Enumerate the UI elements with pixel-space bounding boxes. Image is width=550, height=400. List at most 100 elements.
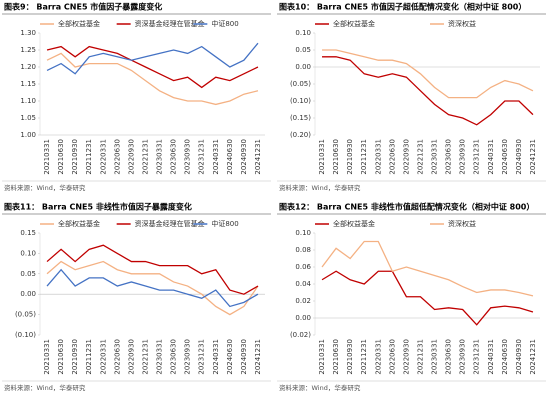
x-tick-label: 20231231 (473, 339, 481, 375)
x-tick-label: 20230630 (170, 139, 178, 175)
x-tick-label: 20211231 (85, 139, 93, 175)
x-tick-label: 20240331 (212, 339, 220, 375)
x-tick-label: 20241231 (254, 339, 262, 375)
chart-title: 图表11： Barra CNE5 非线性市值因子暴露度变化 (4, 202, 192, 212)
x-tick-label: 20240930 (515, 139, 523, 175)
x-tick-label: 20210331 (318, 139, 326, 175)
y-tick-label: 0.04 (295, 280, 311, 288)
x-tick-label: 20231231 (198, 139, 206, 175)
x-tick-label: 20230630 (445, 339, 453, 375)
x-tick-label: 20210331 (43, 339, 51, 375)
x-tick-label: 20220630 (388, 339, 396, 375)
y-tick-label: 1.05 (20, 114, 36, 122)
x-tick-label: 20210630 (332, 339, 340, 375)
source-note: 资料来源：Wind，华泰研究 (279, 183, 361, 192)
legend-label: 全部权益基金 (333, 219, 375, 228)
legend-label: 全部权益基金 (58, 19, 100, 28)
y-tick-label: 0.00 (20, 290, 36, 298)
y-tick-label: 1.15 (20, 80, 36, 88)
x-tick-label: 20230930 (459, 339, 467, 375)
x-tick-label: 20240930 (515, 339, 523, 375)
x-tick-label: 20240630 (501, 339, 509, 375)
y-tick-label: (0.15) (290, 114, 311, 122)
series-line (46, 244, 259, 295)
legend-label: 中证800 (211, 219, 238, 228)
chart-title: 图表12： Barra CNE5 非线性市值超低配情况变化（相对中证 800） (279, 202, 534, 212)
x-tick-label: 20230930 (459, 139, 467, 175)
x-tick-label: 20240930 (240, 339, 248, 375)
x-tick-label: 20230331 (431, 339, 439, 375)
x-tick-label: 20241231 (529, 339, 537, 375)
x-tick-label: 20220331 (99, 339, 107, 375)
x-tick-label: 20230630 (170, 339, 178, 375)
x-tick-label: 20230331 (156, 339, 164, 375)
y-tick-label: 0.08 (295, 246, 311, 254)
chart-panel: 图表10： Barra CNE5 市值因子超低配情况变化（相对中证 800） 全部… (277, 2, 546, 192)
x-tick-label: 20240331 (212, 139, 220, 175)
x-tick-label: 20220630 (388, 139, 396, 175)
x-tick-label: 20240630 (501, 139, 509, 175)
x-tick-label: 20210930 (71, 139, 79, 175)
x-tick-label: 20241231 (254, 139, 262, 175)
y-tick-label: 0.00 (295, 314, 311, 322)
x-tick-label: 20221231 (141, 339, 149, 375)
legend-label: 全部权益基金 (333, 19, 375, 28)
x-tick-label: 20220930 (127, 139, 135, 175)
y-tick-label: 0.06 (295, 263, 311, 271)
x-tick-label: 20211231 (360, 339, 368, 375)
source-note: 资料来源：Wind，华泰研究 (4, 183, 86, 192)
y-tick-label: 0.15 (20, 229, 36, 237)
series-line (322, 49, 534, 99)
x-tick-label: 20220930 (127, 339, 135, 375)
x-tick-label: 20220331 (374, 139, 382, 175)
x-tick-label: 20230331 (156, 139, 164, 175)
y-tick-label: 0.02 (295, 297, 311, 305)
x-tick-label: 20210930 (346, 139, 354, 175)
source-note: 资料来源：Wind，华泰研究 (279, 383, 361, 392)
x-tick-label: 20240630 (226, 139, 234, 175)
x-tick-label: 20210331 (43, 139, 51, 175)
x-tick-label: 20240331 (487, 339, 495, 375)
series-line (321, 240, 534, 297)
series-line (46, 52, 259, 106)
x-tick-label: 20220630 (113, 139, 121, 175)
x-tick-label: 20220930 (402, 339, 410, 375)
y-tick-label: 0.10 (295, 229, 311, 237)
x-tick-label: 20211231 (85, 339, 93, 375)
y-tick-label: 1.10 (20, 97, 36, 105)
x-tick-label: 20240930 (240, 139, 248, 175)
x-tick-label: 20220331 (99, 139, 107, 175)
legend-label: 中证800 (211, 19, 238, 28)
chart-title: 图表10： Barra CNE5 市值因子超低配情况变化（相对中证 800） (279, 2, 526, 12)
x-tick-label: 20230930 (184, 139, 192, 175)
series-line (46, 45, 259, 89)
y-tick-label: 0.05 (295, 46, 311, 54)
chart-title: 图表9： Barra CNE5 市值因子暴露度变化 (4, 2, 162, 12)
x-tick-label: 20220630 (113, 339, 121, 375)
x-tick-label: 20210630 (332, 139, 340, 175)
x-tick-label: 20230331 (431, 139, 439, 175)
y-tick-label: (0.10) (15, 331, 36, 339)
legend-label: 资深权益 (448, 219, 476, 228)
y-tick-label: 1.00 (20, 131, 36, 139)
x-tick-label: 20211231 (360, 139, 368, 175)
y-tick-label: 0.10 (20, 249, 36, 257)
x-tick-label: 20231231 (473, 139, 481, 175)
x-tick-label: 20230630 (445, 139, 453, 175)
x-tick-label: 20230930 (184, 339, 192, 375)
y-tick-label: 0.10 (295, 29, 311, 37)
x-tick-label: 20210630 (57, 139, 65, 175)
legend-label: 资深基金经理在管基金 (135, 219, 205, 228)
x-tick-label: 20241231 (529, 139, 537, 175)
series-line (46, 260, 259, 316)
series-line (46, 268, 259, 308)
y-tick-label: (0.05) (290, 80, 311, 88)
source-note: 资料来源：Wind，华泰研究 (4, 383, 86, 392)
y-tick-label: (0.02) (290, 331, 311, 339)
x-tick-label: 20210331 (318, 339, 326, 375)
legend-label: 全部权益基金 (58, 219, 100, 228)
x-tick-label: 20240331 (487, 139, 495, 175)
